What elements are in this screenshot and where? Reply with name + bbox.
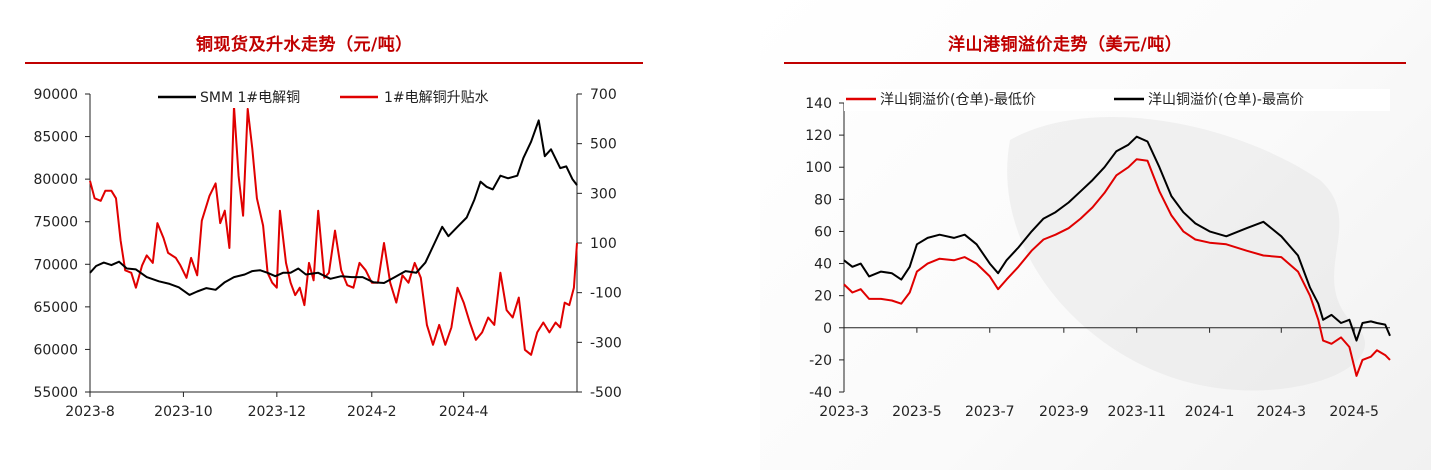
- right-y-tick-label: -500: [590, 385, 622, 401]
- y-tick-label: -20: [809, 353, 832, 369]
- chart-panel-yangshan-premium: 洋山港铜溢价走势（美元/吨） -40 -20 0 20 40 60 80 100 120 140 2…: [760, 0, 1431, 470]
- right-y-tick-label: 500: [590, 137, 617, 153]
- background-brush-watermark: [1007, 116, 1366, 391]
- y-tick-label: 40: [814, 257, 832, 273]
- series-line-premium-high: [843, 135, 1391, 342]
- right-y-tick-label: 300: [590, 186, 617, 202]
- x-tick-label: 2023-7: [965, 404, 1015, 420]
- right-y-tick-label: -100: [590, 286, 622, 302]
- y-tick-label: 20: [814, 289, 832, 305]
- x-tick-label: 2023-8: [65, 404, 115, 420]
- left-y-tick-label: 85000: [33, 130, 78, 146]
- legend-label-premium-low: 洋山铜溢价(仓单)-最低价: [880, 92, 1036, 108]
- chart-title: 铜现货及升水走势（元/吨）: [196, 35, 413, 55]
- x-tick-label: 2024-2: [347, 404, 397, 420]
- background-watermark-wash: [760, 0, 1431, 470]
- left-y-tick-label: 55000: [33, 385, 78, 401]
- x-tick-label: 2023-12: [248, 404, 307, 420]
- series-line-premium-low: [843, 158, 1391, 377]
- y-tick-label: -40: [809, 385, 832, 401]
- legend-label-smm-copper: SMM 1#电解铜: [200, 90, 300, 106]
- x-tick-label: 2023-3: [819, 404, 869, 420]
- y-tick-label: 60: [814, 224, 832, 240]
- title-divider: [784, 62, 1406, 64]
- chart-panel-copper-spot: 铜现货及升水走势（元/吨） 55000 60000 65000 70000 75000 8…: [0, 0, 700, 470]
- right-y-tick-label: 100: [590, 236, 617, 252]
- right-y-tick-label: -300: [590, 335, 622, 351]
- left-y-tick-label: 70000: [33, 257, 78, 273]
- right-y-tick-label: 700: [590, 87, 617, 103]
- chart-canvas: 55000 60000 65000 70000 75000 80000 85000 90000…: [33, 87, 622, 420]
- left-y-tick-label: 65000: [33, 300, 78, 316]
- left-y-tick-label: 90000: [33, 87, 78, 103]
- y-tick-label: 120: [805, 128, 832, 144]
- x-tick-label: 2024-4: [439, 404, 489, 420]
- x-tick-label: 2023-10: [154, 404, 213, 420]
- x-tick-label: 2024-3: [1256, 404, 1306, 420]
- x-tick-label: 2024-5: [1329, 404, 1379, 420]
- left-y-tick-label: 60000: [33, 342, 78, 358]
- x-tick-label: 2023-11: [1107, 404, 1166, 420]
- legend-label-premium-high: 洋山铜溢价(仓单)-最高价: [1148, 91, 1304, 108]
- title-divider: [25, 62, 643, 64]
- y-tick-label: 80: [814, 192, 832, 208]
- y-tick-label: 0: [823, 321, 832, 337]
- left-y-tick-label: 75000: [33, 215, 78, 231]
- y-tick-label: 140: [805, 96, 832, 112]
- y-tick-label: 100: [805, 160, 832, 176]
- legend-backdrop: [338, 88, 534, 108]
- x-tick-label: 2023-5: [892, 404, 942, 420]
- chart-canvas: -40 -20 0 20 40 60 80 100 120 140 2023-3 2023-5 2023…: [805, 89, 1391, 420]
- left-y-tick-label: 80000: [33, 172, 78, 188]
- series-line-copper-premium: [89, 105, 578, 356]
- x-tick-label: 2024-1: [1185, 404, 1235, 420]
- chart-title: 洋山港铜溢价走势（美元/吨）: [948, 35, 1183, 55]
- series-line-smm-copper: [89, 119, 578, 296]
- legend-backdrop: [156, 88, 326, 108]
- x-tick-label: 2023-9: [1039, 404, 1089, 420]
- legend-label-copper-premium: 1#电解铜升贴水: [384, 90, 489, 106]
